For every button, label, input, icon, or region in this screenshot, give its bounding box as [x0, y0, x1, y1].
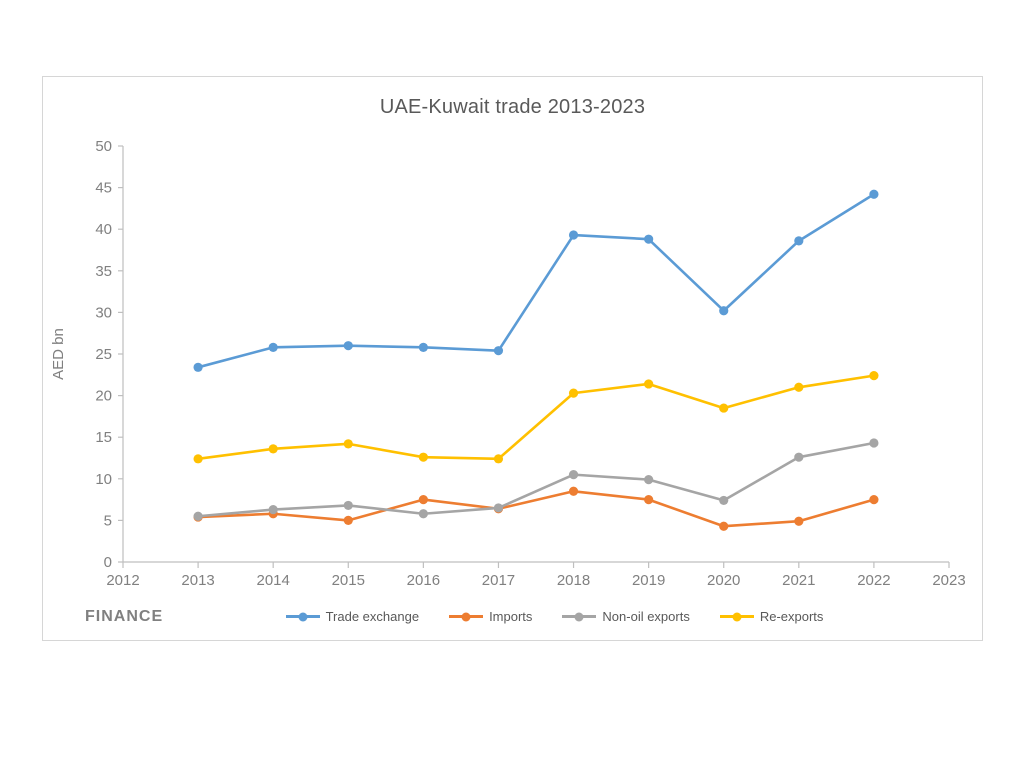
- legend-marker-icon: [719, 612, 754, 621]
- data-point: [418, 509, 428, 519]
- data-point: [644, 495, 654, 505]
- x-tick-label: 2023: [932, 572, 965, 589]
- y-axis-title: AED bn: [50, 328, 67, 380]
- data-point: [493, 346, 504, 356]
- legend-item-re-exports: Re-exports: [719, 609, 824, 624]
- chart-legend: Trade exchange Imports Non-oil exports Re-e…: [43, 609, 982, 624]
- legend-item-non-oil-exports: Non-oil exports: [562, 609, 690, 624]
- x-tick-label: 2020: [707, 572, 740, 589]
- series-non-oil-exports: [193, 438, 879, 521]
- x-tick-label: 2015: [332, 572, 365, 589]
- x-tick-label: 2021: [782, 572, 815, 589]
- y-tick-label: 15: [95, 429, 112, 446]
- y-tick-label: 0: [104, 554, 112, 571]
- brand-logo: FINANCE: [85, 608, 164, 625]
- series-trade-exchange: [193, 189, 879, 372]
- data-point: [193, 454, 203, 464]
- legend-item-trade-exchange: Trade exchange: [285, 609, 420, 624]
- data-point: [644, 379, 654, 389]
- data-point: [719, 521, 729, 531]
- y-tick-label: 20: [95, 388, 112, 405]
- series-re-exports: [193, 371, 879, 464]
- data-point: [568, 486, 579, 496]
- data-point: [568, 230, 579, 240]
- legend-label: Trade exchange: [325, 609, 420, 624]
- data-point: [418, 495, 428, 505]
- data-point: [869, 189, 879, 199]
- data-point: [794, 236, 804, 246]
- chart-card: UAE-Kuwait trade 2013-2023 AED bn 0 5 10 15…: [42, 76, 983, 641]
- legend-item-imports: Imports: [449, 609, 532, 624]
- series-line: [196, 489, 876, 528]
- data-point: [794, 382, 804, 392]
- data-point: [193, 362, 203, 372]
- data-point: [719, 495, 729, 506]
- data-point: [568, 470, 579, 480]
- plot-area: 0 5 10 15 20 25 30 35 40 45 50 2012 2013 2014 2015 2016…: [95, 138, 965, 589]
- axes: 0 5 10 15 20 25 30 35 40 45 50 2012 2013 2014 2015 2016…: [95, 138, 965, 589]
- x-tick-label: 2018: [557, 572, 590, 589]
- series-line: [196, 192, 876, 369]
- data-point: [644, 475, 654, 485]
- y-tick-label: 5: [104, 512, 112, 529]
- data-point: [644, 234, 654, 244]
- plot-svg: AED bn 0 5 10 15 20 25 30 35 40 45 50 2012 2013 2014 2…: [50, 138, 966, 589]
- y-tick-label: 35: [95, 263, 112, 280]
- x-tick-label: 2016: [407, 572, 440, 589]
- legend-marker-icon: [562, 612, 597, 621]
- data-point: [493, 503, 504, 513]
- data-point: [869, 438, 879, 448]
- data-point: [343, 515, 353, 525]
- legend-marker-icon: [449, 612, 484, 621]
- data-point: [268, 342, 278, 352]
- data-point: [418, 452, 428, 462]
- y-tick-label: 30: [95, 304, 112, 321]
- x-tick-label: 2013: [181, 572, 214, 589]
- data-point: [493, 454, 504, 464]
- x-tick-label: 2019: [632, 572, 665, 589]
- data-point: [794, 516, 804, 526]
- x-tick-label: 2022: [857, 572, 890, 589]
- y-tick-label: 10: [95, 471, 112, 488]
- y-tick-label: 45: [95, 180, 112, 197]
- y-tick-label: 25: [95, 346, 112, 363]
- data-point: [268, 504, 278, 515]
- data-point: [268, 444, 278, 454]
- data-point: [719, 306, 729, 316]
- data-point: [719, 403, 729, 413]
- y-tick-label: 50: [95, 138, 112, 155]
- data-point: [343, 500, 353, 511]
- series-line: [196, 441, 876, 518]
- legend-label: Re-exports: [759, 609, 824, 624]
- chart-title: UAE-Kuwait trade 2013-2023: [379, 96, 646, 118]
- legend-label: Non-oil exports: [602, 609, 690, 624]
- x-tick-label: 2012: [106, 572, 139, 589]
- data-point: [568, 388, 579, 398]
- legend-label: Imports: [489, 609, 533, 624]
- x-tick-label: 2014: [256, 572, 289, 589]
- data-point: [418, 342, 428, 352]
- x-tick-label: 2017: [482, 572, 515, 589]
- data-point: [869, 371, 879, 381]
- data-point: [343, 341, 353, 351]
- data-point: [794, 452, 804, 462]
- data-point: [343, 439, 353, 449]
- legend-marker-icon: [285, 612, 320, 621]
- y-tick-label: 40: [95, 221, 112, 238]
- data-point: [869, 495, 879, 505]
- data-point: [193, 511, 203, 521]
- series-line: [196, 374, 876, 461]
